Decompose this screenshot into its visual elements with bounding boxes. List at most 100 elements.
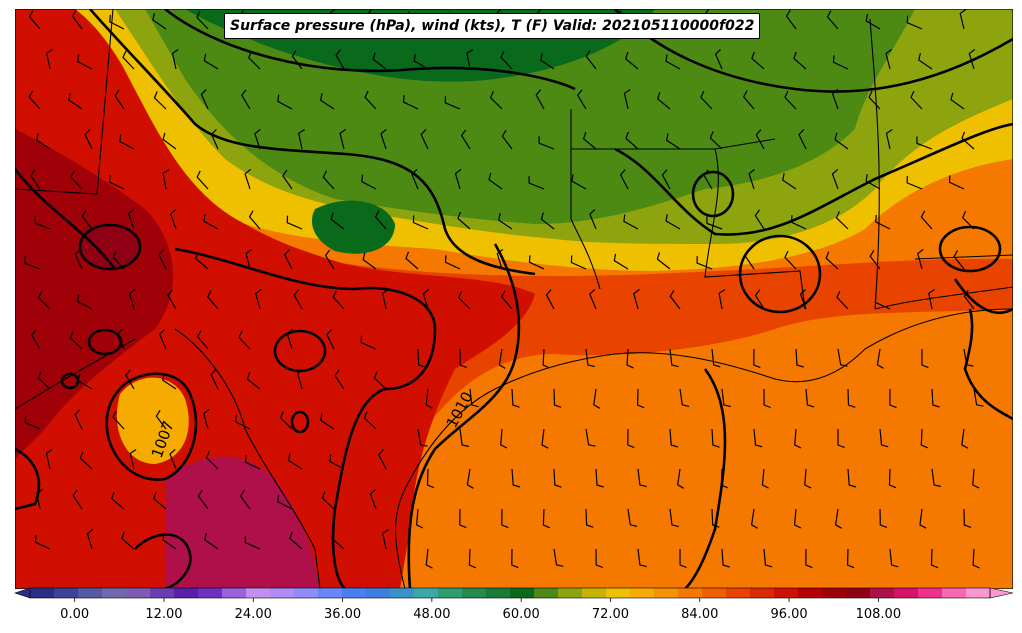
wind-barb [459,348,467,369]
wind-barb [798,129,807,150]
wind-barb [595,548,604,569]
wind-barb [289,531,303,550]
wind-barb [785,9,797,30]
wind-barb [466,468,474,489]
wind-barb [679,548,687,569]
wind-barb [744,249,755,270]
wind-barb [402,95,419,110]
wind-barb [153,491,167,510]
wind-barb [528,255,545,270]
colorbar-tick-label: 0.00 [60,607,89,622]
colorbar-cell [534,588,559,598]
wind-barb [70,170,83,190]
wind-barb [369,488,377,510]
wind-barb [763,548,773,568]
wind-barb [420,128,429,150]
wind-barb [868,90,881,110]
wind-barb [910,90,923,110]
wind-barb [112,410,125,430]
wind-barb [963,508,972,528]
wind-barb [711,508,720,528]
wind-barb [669,348,679,368]
wind-barb [378,449,387,470]
colorbar-cell [582,588,607,598]
colorbar-cell [438,588,463,598]
wind-barb [832,55,849,70]
wind-barb [74,409,83,430]
wind-barb [413,53,429,70]
field-magenta-region [165,456,320,589]
wind-barb [36,133,51,150]
wind-barb [405,251,419,270]
map-panel: 1007 1010 [15,9,1013,589]
wind-barb [108,175,125,190]
colorbar-cell [78,588,103,598]
wind-barb [196,10,209,30]
wind-barb [920,428,928,449]
wind-barb [158,328,167,350]
colorbar-cell [222,588,247,598]
wind-barb [589,208,597,230]
wind-barb [282,169,293,190]
wind-barb [709,131,723,150]
colorbar-cell [726,588,751,598]
colorbar-cell [966,588,991,598]
wind-barb [241,89,251,110]
wind-barb [417,428,428,447]
wind-barb [542,508,551,529]
wind-barb [411,168,419,190]
wind-barb [77,373,93,390]
wind-barb [37,371,51,390]
colorbar-cell [486,588,511,598]
wind-barb [511,388,520,408]
wind-barb [805,388,815,408]
wind-barb [784,90,797,110]
wind-barb [500,290,513,310]
wind-barb [469,388,479,408]
wind-barb [321,491,335,510]
colorbar-cell [54,588,79,598]
wind-barb [500,50,513,70]
wind-barb [297,368,304,390]
wind-barb [364,90,377,110]
wind-barb [636,388,645,409]
wind-barb [657,92,671,110]
colorbar-cell [510,588,535,598]
wind-barb [498,213,513,230]
wind-barb [363,411,377,430]
map-title: Surface pressure (hPa), wind (kts), T (F… [224,13,761,39]
wind-barb [158,249,167,270]
wind-barb [326,329,335,350]
wind-barb [466,49,474,70]
wind-barb [706,216,723,230]
wind-barb [45,449,53,470]
colorbar-cell [822,588,847,598]
colorbar-tick-label: 36.00 [324,607,361,622]
wind-barb [865,174,881,190]
wind-barb [69,331,83,350]
wind-barb [879,428,889,448]
wind-barb [329,454,345,470]
wind-barb [501,508,509,529]
field-maroon-pocket [80,224,140,267]
wind-barb [86,528,94,550]
colorbar-tick-label: 60.00 [503,607,540,622]
wind-barb [459,428,470,448]
colorbar-extend-low [14,587,31,599]
wind-barb [589,288,597,310]
colorbar-tick-label: 24.00 [235,607,272,622]
wind-barb [279,411,293,430]
wind-barb [835,211,849,230]
wind-barb [332,290,345,310]
wind-barb [665,54,681,70]
wind-barb [35,489,43,510]
wind-barb [122,50,135,70]
wind-barb [885,48,893,70]
wind-barb [570,255,587,270]
wind-barb [235,414,251,430]
wind-barb [961,428,969,449]
colorbar-tick-label: 84.00 [681,607,718,622]
wind-barb [542,348,550,369]
wind-barb [412,215,429,230]
wind-barb [298,128,305,150]
